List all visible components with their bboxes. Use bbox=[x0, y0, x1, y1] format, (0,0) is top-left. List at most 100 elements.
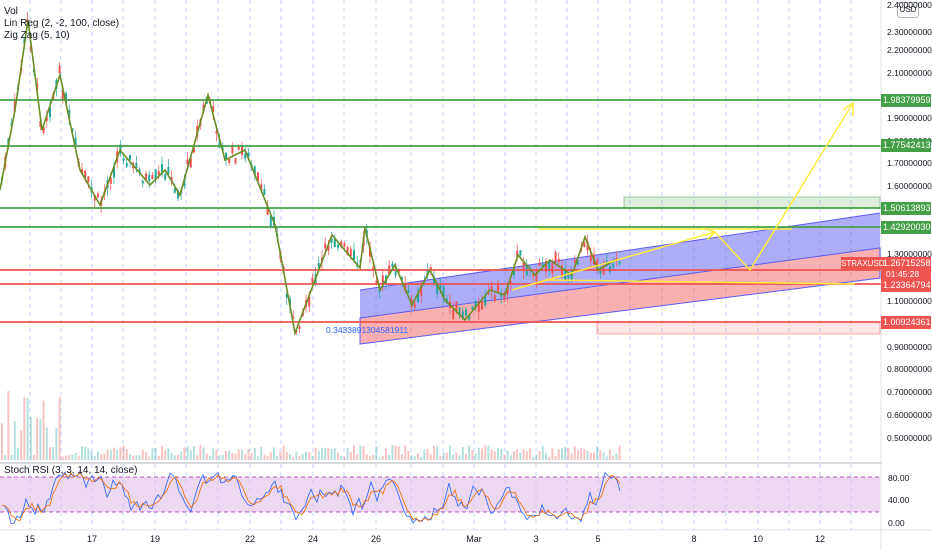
candle-body bbox=[260, 184, 263, 191]
level-tag[interactable]: 1.23364794 bbox=[881, 279, 931, 292]
legend-vol[interactable]: Vol bbox=[4, 6, 18, 17]
candle-body bbox=[119, 144, 122, 154]
volume-bar bbox=[189, 450, 192, 460]
candle-body bbox=[439, 284, 442, 289]
price-axis-label: 1.90000000 bbox=[887, 113, 932, 123]
volume-bar bbox=[295, 451, 298, 460]
volume-bar bbox=[305, 451, 307, 460]
candle-body bbox=[509, 281, 512, 284]
volume-bar bbox=[100, 454, 103, 460]
volume-bar bbox=[410, 455, 413, 460]
candle-body bbox=[145, 173, 147, 181]
candle-body bbox=[337, 244, 339, 248]
volume-bar bbox=[202, 447, 205, 460]
volume-bar bbox=[599, 450, 602, 460]
volume-bar bbox=[212, 447, 215, 460]
volume-bar bbox=[593, 452, 595, 460]
candle-body bbox=[465, 309, 467, 316]
volume-bar bbox=[84, 446, 87, 460]
volume-bar bbox=[61, 456, 64, 460]
legend-linreg[interactable]: Lin Reg (2, -2, 100, close) bbox=[4, 18, 120, 29]
volume-bar bbox=[285, 451, 288, 460]
volume-bar bbox=[71, 454, 74, 460]
candle-body bbox=[458, 307, 461, 317]
volume-bar bbox=[177, 454, 179, 460]
candle-body bbox=[397, 269, 400, 273]
volume-bar bbox=[49, 447, 51, 460]
volume-bar bbox=[356, 453, 359, 460]
level-tag[interactable]: 1.00924361 bbox=[881, 316, 931, 329]
candle-body bbox=[231, 146, 234, 154]
candle-body bbox=[125, 163, 128, 167]
volume-bar bbox=[33, 454, 35, 460]
volume-bar bbox=[513, 451, 515, 460]
candle-body bbox=[548, 261, 551, 272]
volume-bar bbox=[141, 449, 144, 460]
volume-bar bbox=[340, 455, 343, 460]
volume-bar bbox=[81, 446, 83, 460]
volume-bar bbox=[362, 446, 365, 460]
time-axis-label: 22 bbox=[244, 534, 256, 544]
candle-body bbox=[308, 296, 311, 307]
candle-body bbox=[551, 263, 554, 274]
volume-bar bbox=[375, 446, 378, 460]
current-price-tag[interactable]: 1.26715258 bbox=[881, 257, 931, 270]
legend-zigzag[interactable]: Zig Zag (5, 10) bbox=[4, 30, 70, 41]
level-tag[interactable]: 1.77542413 bbox=[881, 139, 931, 152]
volume-bar bbox=[506, 450, 509, 460]
candle-body bbox=[561, 265, 563, 276]
volume-bar bbox=[122, 445, 125, 460]
volume-bar bbox=[458, 455, 461, 460]
volume-bar bbox=[589, 452, 592, 460]
volume-bar bbox=[42, 400, 45, 460]
time-axis-label: 15 bbox=[24, 534, 36, 544]
volume-bar bbox=[554, 455, 557, 460]
volume-bar bbox=[308, 451, 311, 460]
candle-body bbox=[372, 267, 375, 271]
volume-bar bbox=[311, 456, 314, 460]
volume-bar bbox=[426, 448, 429, 460]
volume-bar bbox=[583, 449, 586, 460]
candle-body bbox=[113, 166, 115, 178]
volume-bar bbox=[497, 448, 499, 460]
candle-body bbox=[381, 275, 384, 286]
volume-bar bbox=[161, 446, 163, 460]
candle-body bbox=[298, 326, 301, 329]
price-axis-label: 0.80000000 bbox=[887, 364, 932, 374]
candle-body bbox=[468, 315, 471, 320]
price-axis-label: 2.10000000 bbox=[887, 68, 932, 78]
volume-bar bbox=[218, 455, 221, 460]
candle-body bbox=[93, 195, 96, 201]
candle-body bbox=[263, 188, 266, 195]
candle-body bbox=[426, 269, 429, 276]
level-tag[interactable]: 1.50613893 bbox=[881, 202, 931, 215]
candle-body bbox=[500, 294, 503, 298]
candle-body bbox=[138, 169, 141, 174]
level-tag[interactable]: 1.98379959 bbox=[881, 94, 931, 107]
currency-badge[interactable]: USD bbox=[897, 2, 919, 18]
volume-bar bbox=[45, 427, 48, 460]
volume-bar bbox=[157, 455, 160, 460]
level-tag[interactable]: 1.42920030 bbox=[881, 221, 931, 234]
volume-bar bbox=[487, 445, 490, 460]
volume-bar bbox=[397, 446, 400, 460]
candle-body bbox=[554, 252, 557, 263]
volume-bar bbox=[186, 446, 189, 460]
volume-bar bbox=[209, 456, 211, 460]
volume-bar bbox=[29, 417, 32, 460]
projection-arrows bbox=[511, 101, 856, 291]
legend-stoch[interactable]: Stoch RSI (3, 3, 14, 14, close) bbox=[4, 465, 138, 476]
candle-body bbox=[266, 206, 269, 215]
price-axis-label: 0.50000000 bbox=[887, 433, 932, 443]
horizontal-levels bbox=[0, 99, 881, 323]
volume-bar bbox=[237, 449, 240, 460]
linreg-upper-channel bbox=[360, 213, 880, 318]
volume-bar bbox=[407, 451, 410, 460]
volume-bar bbox=[538, 451, 541, 460]
candle-body bbox=[532, 274, 535, 277]
support-zone bbox=[596, 321, 881, 335]
candle-body bbox=[436, 284, 439, 294]
volume-bar bbox=[433, 445, 435, 460]
candle-body bbox=[317, 263, 320, 268]
